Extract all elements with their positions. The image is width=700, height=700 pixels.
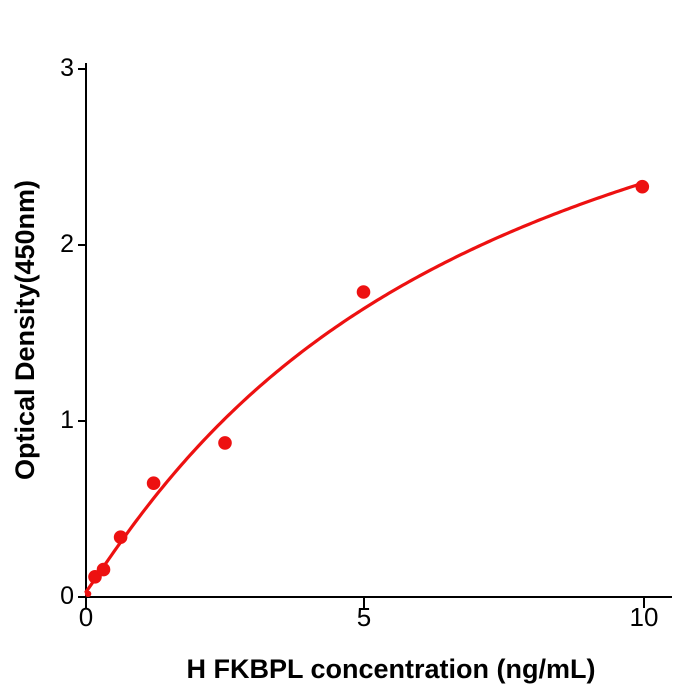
svg-text:2: 2 — [60, 230, 74, 258]
svg-text:10: 10 — [630, 602, 659, 632]
svg-text:0: 0 — [60, 582, 74, 610]
svg-text:H FKBPL concentration (ng/mL): H FKBPL concentration (ng/mL) — [187, 654, 596, 684]
svg-text:Optical Density(450nm): Optical Density(450nm) — [10, 180, 40, 480]
svg-text:3: 3 — [60, 54, 74, 82]
svg-text:5: 5 — [357, 602, 371, 632]
svg-text:1: 1 — [60, 406, 74, 434]
svg-text:0: 0 — [79, 602, 93, 632]
